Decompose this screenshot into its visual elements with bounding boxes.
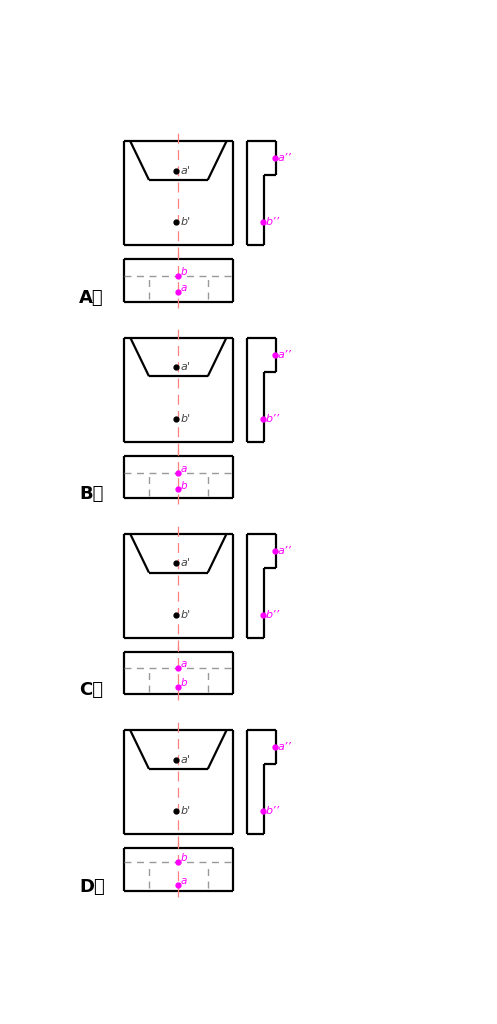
Text: a': a': [181, 755, 190, 765]
Text: a': a': [181, 166, 190, 176]
Text: b: b: [181, 678, 187, 688]
Text: A、: A、: [79, 289, 104, 306]
Text: a: a: [181, 284, 187, 293]
Text: B、: B、: [79, 485, 103, 503]
Text: a’’: a’’: [278, 349, 291, 359]
Text: b’’: b’’: [265, 217, 279, 227]
Text: a: a: [181, 659, 187, 669]
Text: b’’: b’’: [265, 414, 279, 424]
Text: b': b': [181, 806, 191, 816]
Text: a’’: a’’: [278, 154, 291, 163]
Text: a': a': [181, 558, 190, 568]
Text: a’’: a’’: [278, 742, 291, 753]
Text: a: a: [181, 465, 187, 474]
Text: C、: C、: [79, 681, 103, 699]
Text: b': b': [181, 217, 191, 227]
Text: b’’: b’’: [265, 806, 279, 816]
Text: b’’: b’’: [265, 610, 279, 620]
Text: b': b': [181, 610, 191, 620]
Text: b: b: [181, 480, 187, 490]
Text: b: b: [181, 853, 187, 863]
Text: a’’: a’’: [278, 546, 291, 556]
Text: a': a': [181, 361, 190, 372]
Text: D、: D、: [79, 878, 105, 896]
Text: b': b': [181, 414, 191, 424]
Text: a: a: [181, 876, 187, 886]
Text: b: b: [181, 267, 187, 278]
